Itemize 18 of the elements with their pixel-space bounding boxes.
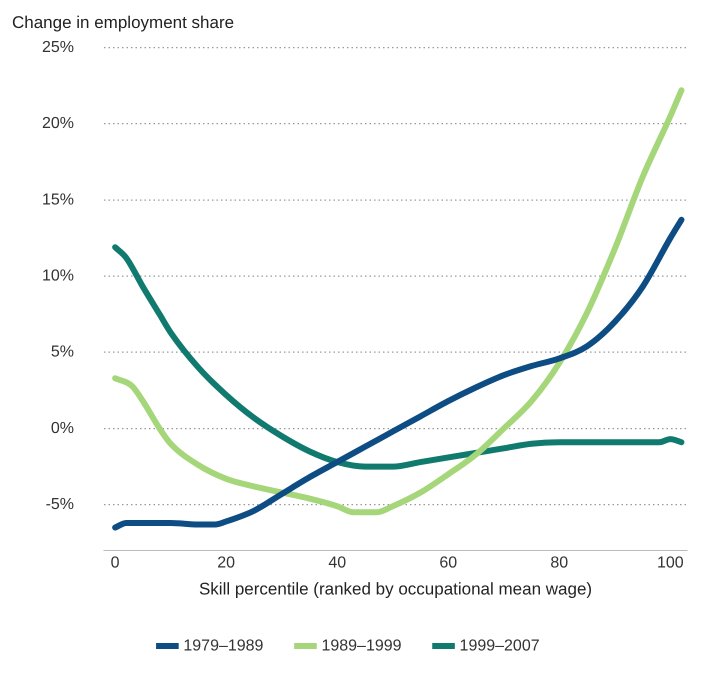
x-tick-label: 20 <box>217 554 236 572</box>
y-tick-label: 5% <box>50 344 74 361</box>
chart-title: Change in employment share <box>12 13 234 32</box>
x-axis-title: Skill percentile (ranked by occupational mean wage) <box>198 579 592 598</box>
x-tick-label: 100 <box>656 554 684 572</box>
y-tick-label: 20% <box>42 115 74 132</box>
x-tick-label: 0 <box>110 554 120 572</box>
legend-label: 1989–1999 <box>321 637 402 654</box>
x-tick-label: 80 <box>550 554 568 572</box>
y-tick-label: 25% <box>42 39 74 56</box>
y-tick-label: 10% <box>42 268 74 285</box>
y-tick-label: 15% <box>42 191 74 208</box>
y-tick-label: -5% <box>46 496 74 514</box>
legend-label: 1999–2007 <box>460 637 540 654</box>
x-tick-label: 60 <box>439 554 458 572</box>
y-tick-label: 0% <box>50 420 74 437</box>
legend-label: 1979–1989 <box>183 637 264 654</box>
x-tick-label: 40 <box>328 554 346 572</box>
